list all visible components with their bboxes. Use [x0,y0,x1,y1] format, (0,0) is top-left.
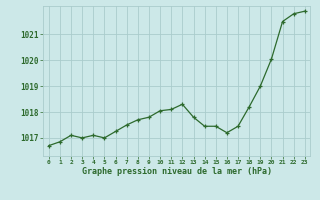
X-axis label: Graphe pression niveau de la mer (hPa): Graphe pression niveau de la mer (hPa) [82,167,272,176]
